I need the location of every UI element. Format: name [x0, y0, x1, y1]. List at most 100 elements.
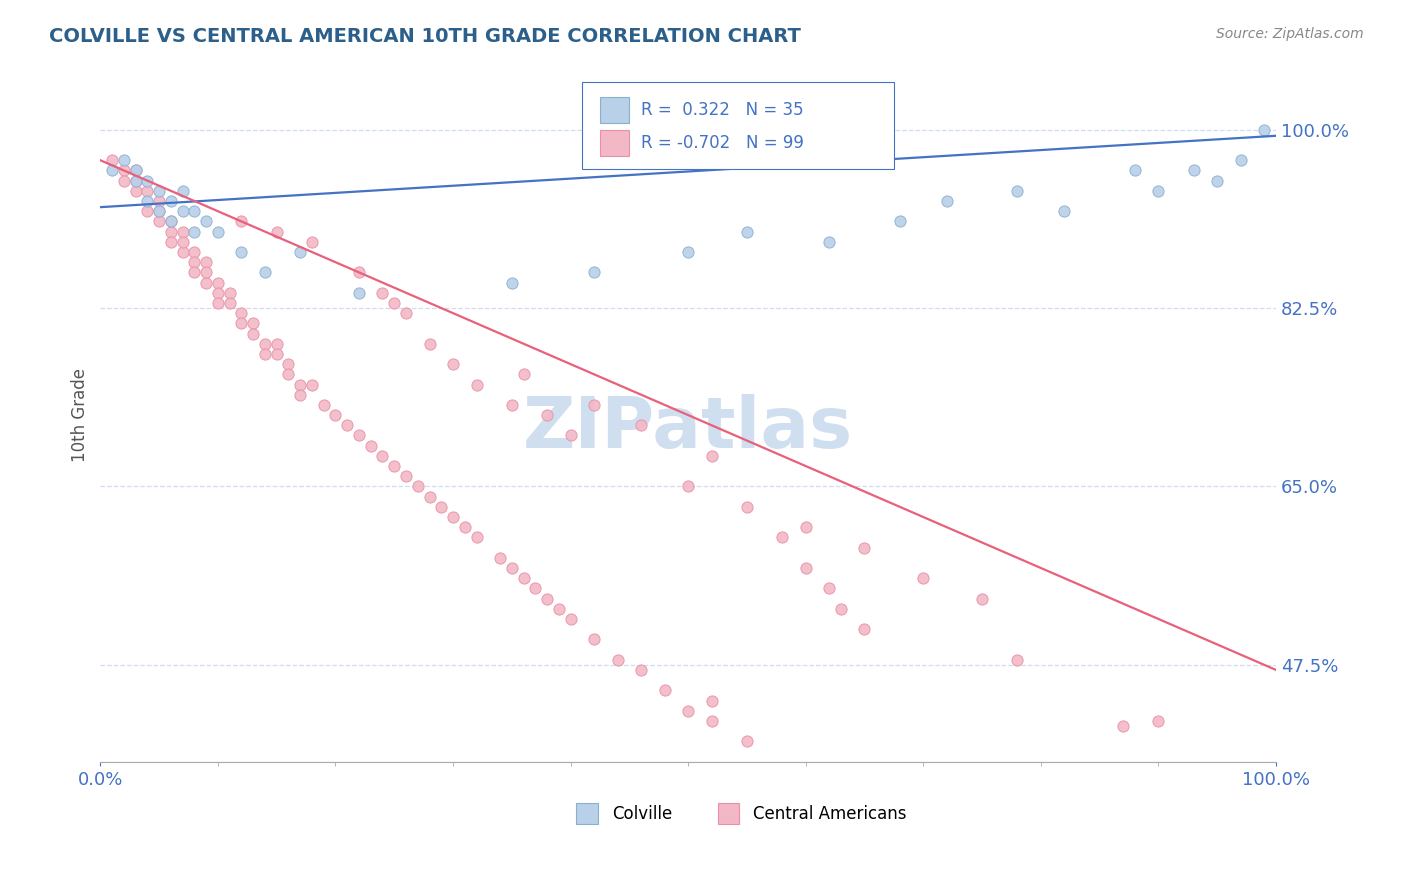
Point	[547, 601, 569, 615]
Point	[430, 500, 453, 514]
Point	[501, 398, 523, 412]
Point	[183, 245, 205, 260]
Point	[1182, 163, 1205, 178]
Point	[560, 428, 582, 442]
Point	[231, 306, 253, 320]
Point	[312, 398, 335, 412]
Point	[347, 265, 370, 279]
Point	[489, 550, 512, 565]
Point	[101, 153, 124, 168]
Point	[253, 347, 276, 361]
Point	[818, 582, 841, 596]
Point	[606, 653, 628, 667]
Point	[1007, 653, 1029, 667]
Point	[277, 357, 299, 371]
Point	[336, 418, 359, 433]
Point	[148, 204, 170, 219]
Text: ZIPatlas: ZIPatlas	[523, 394, 853, 464]
Point	[1206, 174, 1229, 188]
Point	[160, 225, 183, 239]
Point	[700, 714, 723, 728]
Point	[794, 561, 817, 575]
Point	[290, 377, 312, 392]
Point	[360, 439, 382, 453]
Y-axis label: 10th Grade: 10th Grade	[72, 368, 89, 462]
Point	[136, 184, 159, 198]
Point	[912, 571, 935, 585]
Point	[853, 541, 876, 555]
Point	[183, 255, 205, 269]
Point	[512, 368, 534, 382]
Point	[266, 336, 288, 351]
Point	[830, 601, 852, 615]
Point	[1112, 719, 1135, 733]
Point	[454, 520, 477, 534]
Point	[770, 530, 793, 544]
Point	[676, 245, 699, 260]
Point	[630, 663, 652, 677]
Text: R = -0.702   N = 99: R = -0.702 N = 99	[641, 134, 804, 153]
Point	[970, 591, 993, 606]
Point	[218, 296, 240, 310]
Point	[207, 285, 229, 300]
Point	[818, 235, 841, 249]
Point	[301, 377, 323, 392]
Point	[1253, 122, 1275, 136]
Point	[465, 530, 488, 544]
Point	[172, 204, 194, 219]
Point	[172, 245, 194, 260]
Point	[1147, 184, 1170, 198]
Point	[160, 214, 183, 228]
Point	[207, 296, 229, 310]
Point	[583, 632, 606, 647]
Point	[101, 163, 124, 178]
Text: R =  0.322   N = 35: R = 0.322 N = 35	[641, 101, 804, 119]
Point	[148, 214, 170, 228]
Point	[266, 347, 288, 361]
Point	[382, 296, 405, 310]
Point	[395, 469, 418, 483]
Point	[242, 326, 264, 341]
Bar	[600, 130, 630, 156]
Point	[512, 571, 534, 585]
Point	[172, 235, 194, 249]
Bar	[576, 804, 598, 824]
Point	[583, 265, 606, 279]
Point	[195, 255, 218, 269]
Point	[371, 449, 394, 463]
Point	[266, 225, 288, 239]
Point	[172, 225, 194, 239]
FancyBboxPatch shape	[582, 82, 894, 169]
Point	[465, 377, 488, 392]
Text: Colville: Colville	[612, 805, 672, 822]
Point	[231, 245, 253, 260]
Point	[794, 520, 817, 534]
Point	[112, 153, 135, 168]
Point	[124, 174, 146, 188]
Point	[124, 184, 146, 198]
Point	[583, 398, 606, 412]
Point	[654, 683, 676, 698]
Point	[700, 693, 723, 707]
Point	[735, 734, 758, 748]
Point	[277, 368, 299, 382]
Point	[889, 214, 911, 228]
Point	[441, 357, 464, 371]
Point	[676, 479, 699, 493]
Point	[560, 612, 582, 626]
Text: Source: ZipAtlas.com: Source: ZipAtlas.com	[1216, 27, 1364, 41]
Point	[136, 204, 159, 219]
Point	[195, 214, 218, 228]
Point	[195, 265, 218, 279]
Point	[207, 225, 229, 239]
Point	[148, 184, 170, 198]
Point	[676, 704, 699, 718]
Point	[124, 163, 146, 178]
Text: Central Americans: Central Americans	[752, 805, 907, 822]
Point	[148, 194, 170, 208]
Point	[231, 317, 253, 331]
Point	[406, 479, 429, 493]
Point	[700, 449, 723, 463]
Point	[418, 490, 440, 504]
Point	[231, 214, 253, 228]
